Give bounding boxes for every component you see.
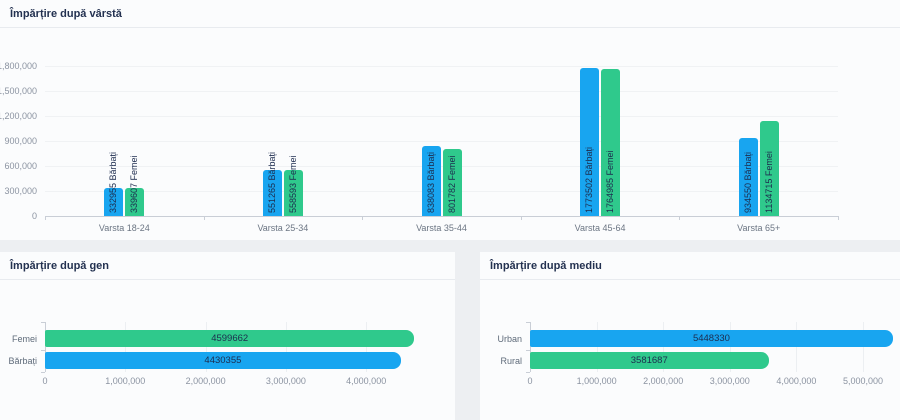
gridline — [205, 322, 207, 372]
x-axis-tick-label: 3,000,000 — [265, 376, 306, 386]
gridline — [366, 322, 368, 372]
bar-label: 801782 Femei — [446, 155, 457, 213]
bar-bărbați — [104, 188, 124, 216]
x-axis-category-label: Varsta 18-24 — [98, 223, 150, 233]
gender-chart-plot: 0 1,000,000 2,000,000 3,000,000 4,000,000 Fem… — [0, 252, 455, 420]
x-axis-tick-label: 0 — [42, 376, 48, 386]
y-axis-tick-label: 1,500,000 — [0, 86, 37, 96]
y-axis-tick-mark — [526, 322, 530, 323]
x-axis-tick-mark — [362, 216, 364, 220]
bar-rural: 3581687 — [530, 352, 769, 369]
x-axis-tick-label: 1,000,000 — [576, 376, 617, 386]
bar-label: 551265 Bărbați — [266, 151, 277, 213]
bar-value-label: 5448330 — [692, 333, 730, 344]
bar-bărbați — [738, 138, 758, 216]
y-axis-tick-label: 1,200,000 — [0, 111, 37, 121]
bar-femei — [283, 169, 303, 216]
y-axis-tick-mark — [41, 372, 45, 373]
gridline — [863, 322, 864, 372]
gridline — [45, 166, 838, 167]
bar-urban: 5448330 — [530, 330, 893, 347]
y-axis-tick-label: 900,000 — [4, 136, 37, 146]
bar-label: 1134715 Femei — [763, 151, 774, 213]
x-axis-tick-label: 5,000,000 — [842, 376, 884, 386]
gridline — [45, 116, 838, 117]
x-axis-tick-label: 1,000,000 — [105, 376, 146, 386]
environment-chart-plot: 0 1,000,000 2,000,000 3,000,000 4,000,000 5,0… — [480, 252, 900, 420]
age-distribution-card: Împărțire după vârstă 0 300,000 600,000 900… — [0, 0, 900, 240]
x-axis-tick-label: 2,000,000 — [643, 376, 684, 386]
bar-label: 1773502 Bărbați — [584, 146, 595, 213]
gridline — [45, 66, 838, 67]
gridline — [285, 322, 287, 372]
bar-bărbați: 4430355 — [45, 352, 401, 369]
bar-label: 332955 Bărbați — [108, 151, 119, 213]
bar-value-label: 4430355 — [204, 355, 242, 366]
bar-bărbați — [580, 68, 600, 216]
gridline — [729, 322, 731, 372]
bar-femei — [759, 121, 779, 216]
bar-label: 934550 Bărbați — [742, 151, 753, 213]
category-label: Bărbați — [8, 355, 37, 366]
category-label: Urban — [497, 333, 522, 344]
y-axis-tick-mark — [526, 349, 530, 351]
x-axis-tick-mark — [838, 216, 839, 220]
x-axis-tick-label: 4,000,000 — [776, 376, 817, 386]
gridline — [796, 322, 798, 372]
gridline — [663, 322, 665, 372]
y-axis-tick-mark — [41, 322, 45, 323]
category-label: Rural — [500, 355, 522, 366]
gridline — [45, 141, 838, 142]
gridline — [45, 191, 838, 192]
x-axis-category-label: Varsta 65+ — [737, 223, 781, 233]
environment-distribution-card: Împărțire după mediu 0 1,000,000 2,000,000… — [480, 252, 900, 420]
gridline — [596, 322, 598, 372]
x-axis-category-label: Varsta 45-64 — [574, 223, 626, 233]
x-axis-tick-mark — [679, 216, 681, 220]
x-axis-tick-label: 0 — [527, 376, 533, 386]
gender-chart-title: Împărțire după gen — [0, 252, 455, 280]
x-axis-tick-label: 3,000,000 — [709, 376, 750, 386]
environment-chart-title: Împărțire după mediu — [480, 252, 900, 280]
y-axis-tick-label: 600,000 — [4, 161, 37, 171]
x-axis-tick-mark — [203, 216, 205, 220]
y-axis-tick-mark — [41, 349, 45, 351]
age-chart-title: Împărțire după vârstă — [0, 0, 900, 28]
y-axis-tick-label: 1,800,000 — [0, 61, 37, 71]
bar-label: 838083 Bărbați — [425, 151, 436, 213]
bar-femei — [125, 187, 145, 216]
y-axis-tick-label: 0 — [31, 211, 37, 221]
age-chart-plot: 0 300,000 600,000 900,000 1,200,000 1,500,000… — [0, 61, 839, 233]
bar-label: 339607 Femei — [129, 155, 140, 213]
x-axis-category-label: Varsta 25-34 — [257, 223, 309, 233]
y-axis-line — [530, 322, 531, 372]
x-axis-tick-mark — [520, 216, 522, 220]
y-axis-tick-mark — [526, 372, 530, 373]
x-axis-category-label: Varsta 35-44 — [416, 223, 467, 233]
bar-femei — [601, 68, 621, 216]
bar-bărbați — [421, 146, 441, 216]
bar-femei: 4599662 — [45, 330, 415, 347]
y-axis-line — [45, 322, 46, 372]
gridline — [125, 322, 127, 372]
gender-distribution-card: Împărțire după gen 0 1,000,000 2,000,000 3,… — [0, 252, 455, 420]
x-axis-tick-label: 2,000,000 — [185, 376, 226, 386]
gridline — [45, 91, 838, 92]
category-label: Femei — [11, 333, 37, 344]
bar-bărbați — [262, 170, 282, 216]
x-axis-tick-label: 4,000,000 — [346, 376, 387, 386]
x-axis-tick-mark — [45, 216, 46, 220]
bar-value-label: 4599662 — [211, 333, 249, 344]
y-axis-tick-label: 300,000 — [4, 186, 37, 196]
bar-value-label: 3581687 — [630, 355, 668, 366]
bar-label: 1764985 Femei — [605, 150, 616, 213]
bar-femei — [442, 149, 462, 216]
bar-label: 558593 Femei — [287, 155, 298, 213]
